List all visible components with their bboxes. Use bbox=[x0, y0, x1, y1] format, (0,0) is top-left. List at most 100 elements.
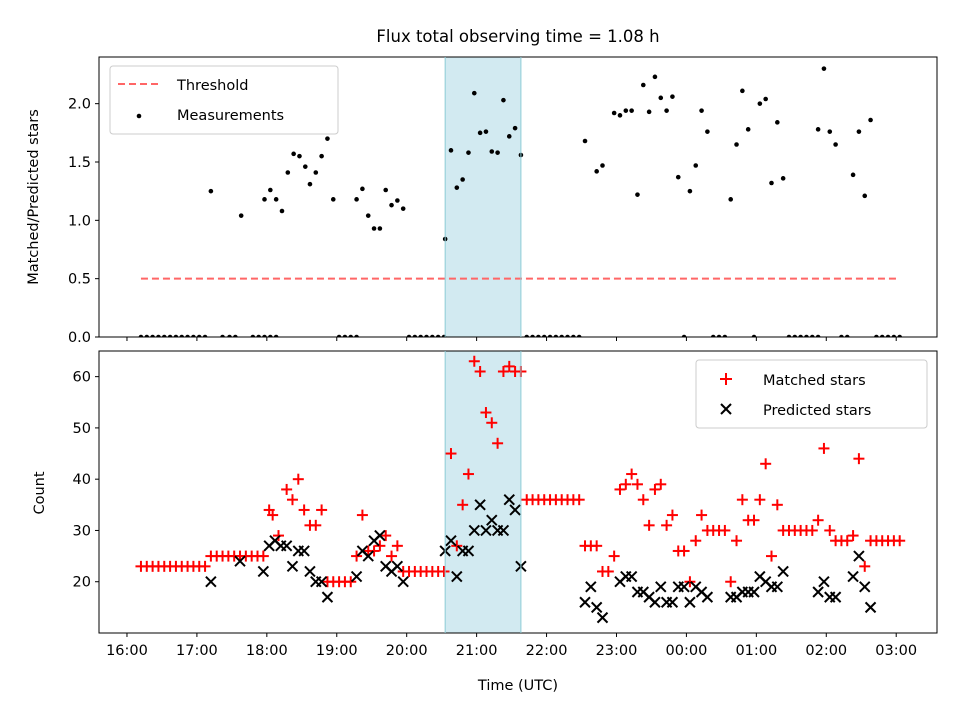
matched-star-point bbox=[824, 524, 836, 536]
matched-star-point bbox=[591, 540, 603, 552]
top-y-axis: 0.0 0.5 1.0 1.5 2.0 bbox=[68, 97, 99, 346]
measurement-point bbox=[716, 334, 722, 337]
predicted-star-point bbox=[847, 570, 859, 583]
measurement-point bbox=[710, 334, 716, 337]
matched-star-point bbox=[760, 458, 772, 470]
measurement-point bbox=[780, 176, 786, 181]
measurement-point bbox=[769, 180, 774, 186]
predicted-star-point bbox=[451, 570, 463, 583]
matched-star-point bbox=[736, 494, 748, 506]
y-tick-label: 30 bbox=[73, 523, 91, 539]
predicted-star-point bbox=[480, 524, 492, 537]
measurement-point bbox=[868, 117, 873, 123]
measurement-point bbox=[856, 129, 862, 134]
measurement-point bbox=[524, 334, 530, 337]
measurement-point bbox=[798, 334, 803, 337]
measurement-point bbox=[360, 186, 365, 192]
measurement-point bbox=[273, 197, 279, 202]
y-tick-label: 40 bbox=[73, 472, 91, 488]
measurement-point bbox=[553, 334, 559, 337]
matched-star-point bbox=[281, 483, 293, 495]
predicted-star-point bbox=[777, 565, 789, 578]
predicted-star-point bbox=[397, 576, 409, 588]
measurement-point bbox=[161, 334, 167, 337]
matched-stars-legend-swatch bbox=[720, 373, 732, 385]
bottom-plot-frame bbox=[98, 350, 938, 634]
top-plot-frame bbox=[98, 56, 938, 338]
matched-star-point bbox=[356, 509, 368, 521]
measurements-layer bbox=[138, 66, 903, 337]
matched-star-point bbox=[345, 576, 357, 588]
predicted-star-point bbox=[655, 581, 667, 593]
measurement-point bbox=[705, 129, 710, 134]
predicted-star-point bbox=[286, 560, 299, 573]
measurement-point bbox=[821, 66, 827, 71]
predicted-star-point bbox=[468, 524, 481, 537]
measurement-point bbox=[325, 136, 330, 141]
x-tick-label: 22:00 bbox=[526, 643, 568, 659]
measurement-point bbox=[307, 181, 313, 187]
measurement-point bbox=[233, 334, 238, 337]
matched-star-point bbox=[272, 530, 284, 542]
matched-star-point bbox=[374, 540, 386, 552]
predicted-star-point bbox=[596, 611, 609, 624]
matched-star-point bbox=[678, 545, 690, 557]
matched-star-point bbox=[457, 499, 469, 511]
matched-star-point bbox=[368, 545, 380, 557]
measurement-point bbox=[693, 163, 699, 168]
matched-star-point bbox=[492, 437, 504, 449]
measurement-point bbox=[611, 110, 617, 116]
predicted-star-point bbox=[818, 576, 830, 588]
measurement-point bbox=[734, 142, 739, 147]
matched-star-point bbox=[497, 366, 509, 378]
measurement-point bbox=[144, 334, 150, 337]
measurement-point bbox=[354, 334, 359, 337]
measurement-point bbox=[751, 334, 757, 337]
predicted-stars-layer bbox=[205, 493, 877, 624]
measurement-point bbox=[268, 334, 273, 337]
y-tick-label: 60 bbox=[73, 370, 91, 386]
measurement-point bbox=[256, 334, 261, 337]
predicted-star-point bbox=[298, 545, 310, 557]
measurement-point bbox=[571, 334, 576, 337]
matched-star-point bbox=[725, 576, 737, 588]
measurement-point bbox=[897, 334, 903, 337]
predicted-star-point bbox=[853, 550, 865, 562]
predicted-star-point bbox=[445, 535, 457, 547]
measurements-legend-swatch bbox=[136, 113, 142, 119]
predicted-star-point bbox=[474, 499, 486, 511]
predicted-star-point bbox=[321, 591, 334, 603]
matched-star-point bbox=[661, 519, 673, 531]
predicted-star-point bbox=[829, 591, 842, 603]
y-tick-label: 1.5 bbox=[68, 155, 91, 171]
measurement-point bbox=[319, 153, 324, 159]
matched-star-point bbox=[445, 448, 457, 460]
top-legend-box bbox=[109, 65, 339, 135]
matched-star-point bbox=[298, 504, 310, 516]
measurement-point bbox=[483, 129, 489, 134]
threshold-legend-label: Threshold bbox=[176, 78, 248, 94]
matched-star-point bbox=[696, 509, 708, 521]
predicted-star-point bbox=[234, 555, 246, 567]
measurement-point bbox=[623, 108, 629, 113]
predicted-star-point bbox=[280, 540, 293, 552]
matched-star-point bbox=[754, 494, 766, 506]
measurement-point bbox=[600, 163, 605, 168]
matched-star-point bbox=[812, 514, 824, 526]
matched-star-point bbox=[684, 576, 696, 588]
measurement-point bbox=[763, 96, 768, 102]
predicted-stars-legend-swatch bbox=[720, 403, 732, 415]
measurement-point bbox=[383, 187, 389, 193]
measurement-point bbox=[220, 334, 225, 337]
matched-star-point bbox=[380, 530, 392, 542]
measurement-point bbox=[400, 206, 406, 211]
measurement-point bbox=[681, 334, 687, 337]
measurement-point bbox=[594, 169, 599, 174]
matched-stars-legend-label: Matched stars bbox=[763, 373, 866, 389]
bottom-y-axis-label: Count bbox=[32, 471, 48, 514]
measurement-point bbox=[675, 174, 681, 180]
y-tick-label: 20 bbox=[73, 575, 91, 591]
measurement-point bbox=[167, 334, 173, 337]
measurement-point bbox=[652, 74, 658, 80]
